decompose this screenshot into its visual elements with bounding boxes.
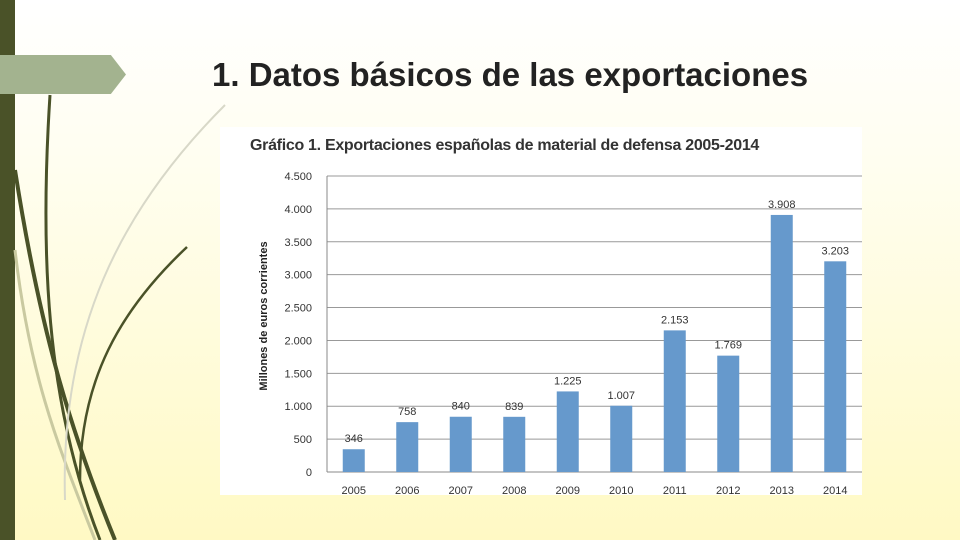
x-tick-label: 2007: [449, 485, 473, 497]
data-label: 839: [505, 401, 523, 413]
data-label: 2.153: [661, 314, 689, 326]
y-tick-label: 1.000: [284, 401, 312, 413]
y-tick-label: 4.500: [284, 171, 312, 183]
title-arrow-decoration: [0, 55, 126, 94]
bar-2013: [770, 214, 793, 473]
x-tick-label: 2011: [663, 485, 687, 497]
y-tick-label: 500: [294, 434, 312, 446]
x-tick-label: 2009: [556, 485, 580, 497]
bar-2005: [342, 449, 365, 472]
data-label: 758: [398, 406, 416, 418]
data-label: 346: [345, 433, 363, 445]
y-tick-label: 3.500: [284, 237, 312, 249]
y-tick-label: 2.000: [284, 335, 312, 347]
bar-2009: [556, 391, 579, 472]
data-label: 3.908: [768, 199, 796, 211]
bar-2012: [717, 355, 740, 472]
x-tick-label: 2008: [502, 485, 526, 497]
bar-2007: [449, 416, 472, 472]
y-tick-label: 1.500: [284, 368, 312, 380]
data-label: 1.007: [607, 390, 635, 402]
bar-2011: [663, 330, 686, 472]
bar-2006: [396, 422, 419, 472]
data-label: 1.225: [554, 375, 582, 387]
y-tick-label: 4.000: [284, 204, 312, 216]
y-tick-label: 2.500: [284, 303, 312, 315]
bar-2008: [503, 416, 526, 472]
slide-title: 1. Datos básicos de las exportaciones: [212, 56, 809, 93]
y-tick-label: 3.000: [284, 270, 312, 282]
x-tick-label: 2010: [609, 485, 633, 497]
x-tick-label: 2005: [342, 485, 366, 497]
data-label: 1.769: [714, 340, 742, 352]
y-axis-label: Millones de euros corrientes: [258, 241, 270, 390]
data-label: 840: [452, 401, 470, 413]
bar-2010: [610, 405, 633, 472]
chart-title: Gráfico 1. Exportaciones españolas de ma…: [250, 137, 760, 154]
x-tick-label: 2013: [770, 485, 794, 497]
bar-2014: [824, 261, 847, 472]
x-tick-label: 2012: [716, 485, 740, 497]
x-tick-label: 2006: [395, 485, 419, 497]
sidebar-stripe: [0, 0, 15, 540]
y-tick-label: 0: [306, 467, 312, 479]
data-label: 3.203: [821, 245, 849, 257]
x-tick-label: 2014: [823, 485, 847, 497]
grass-decoration: [13, 94, 226, 540]
